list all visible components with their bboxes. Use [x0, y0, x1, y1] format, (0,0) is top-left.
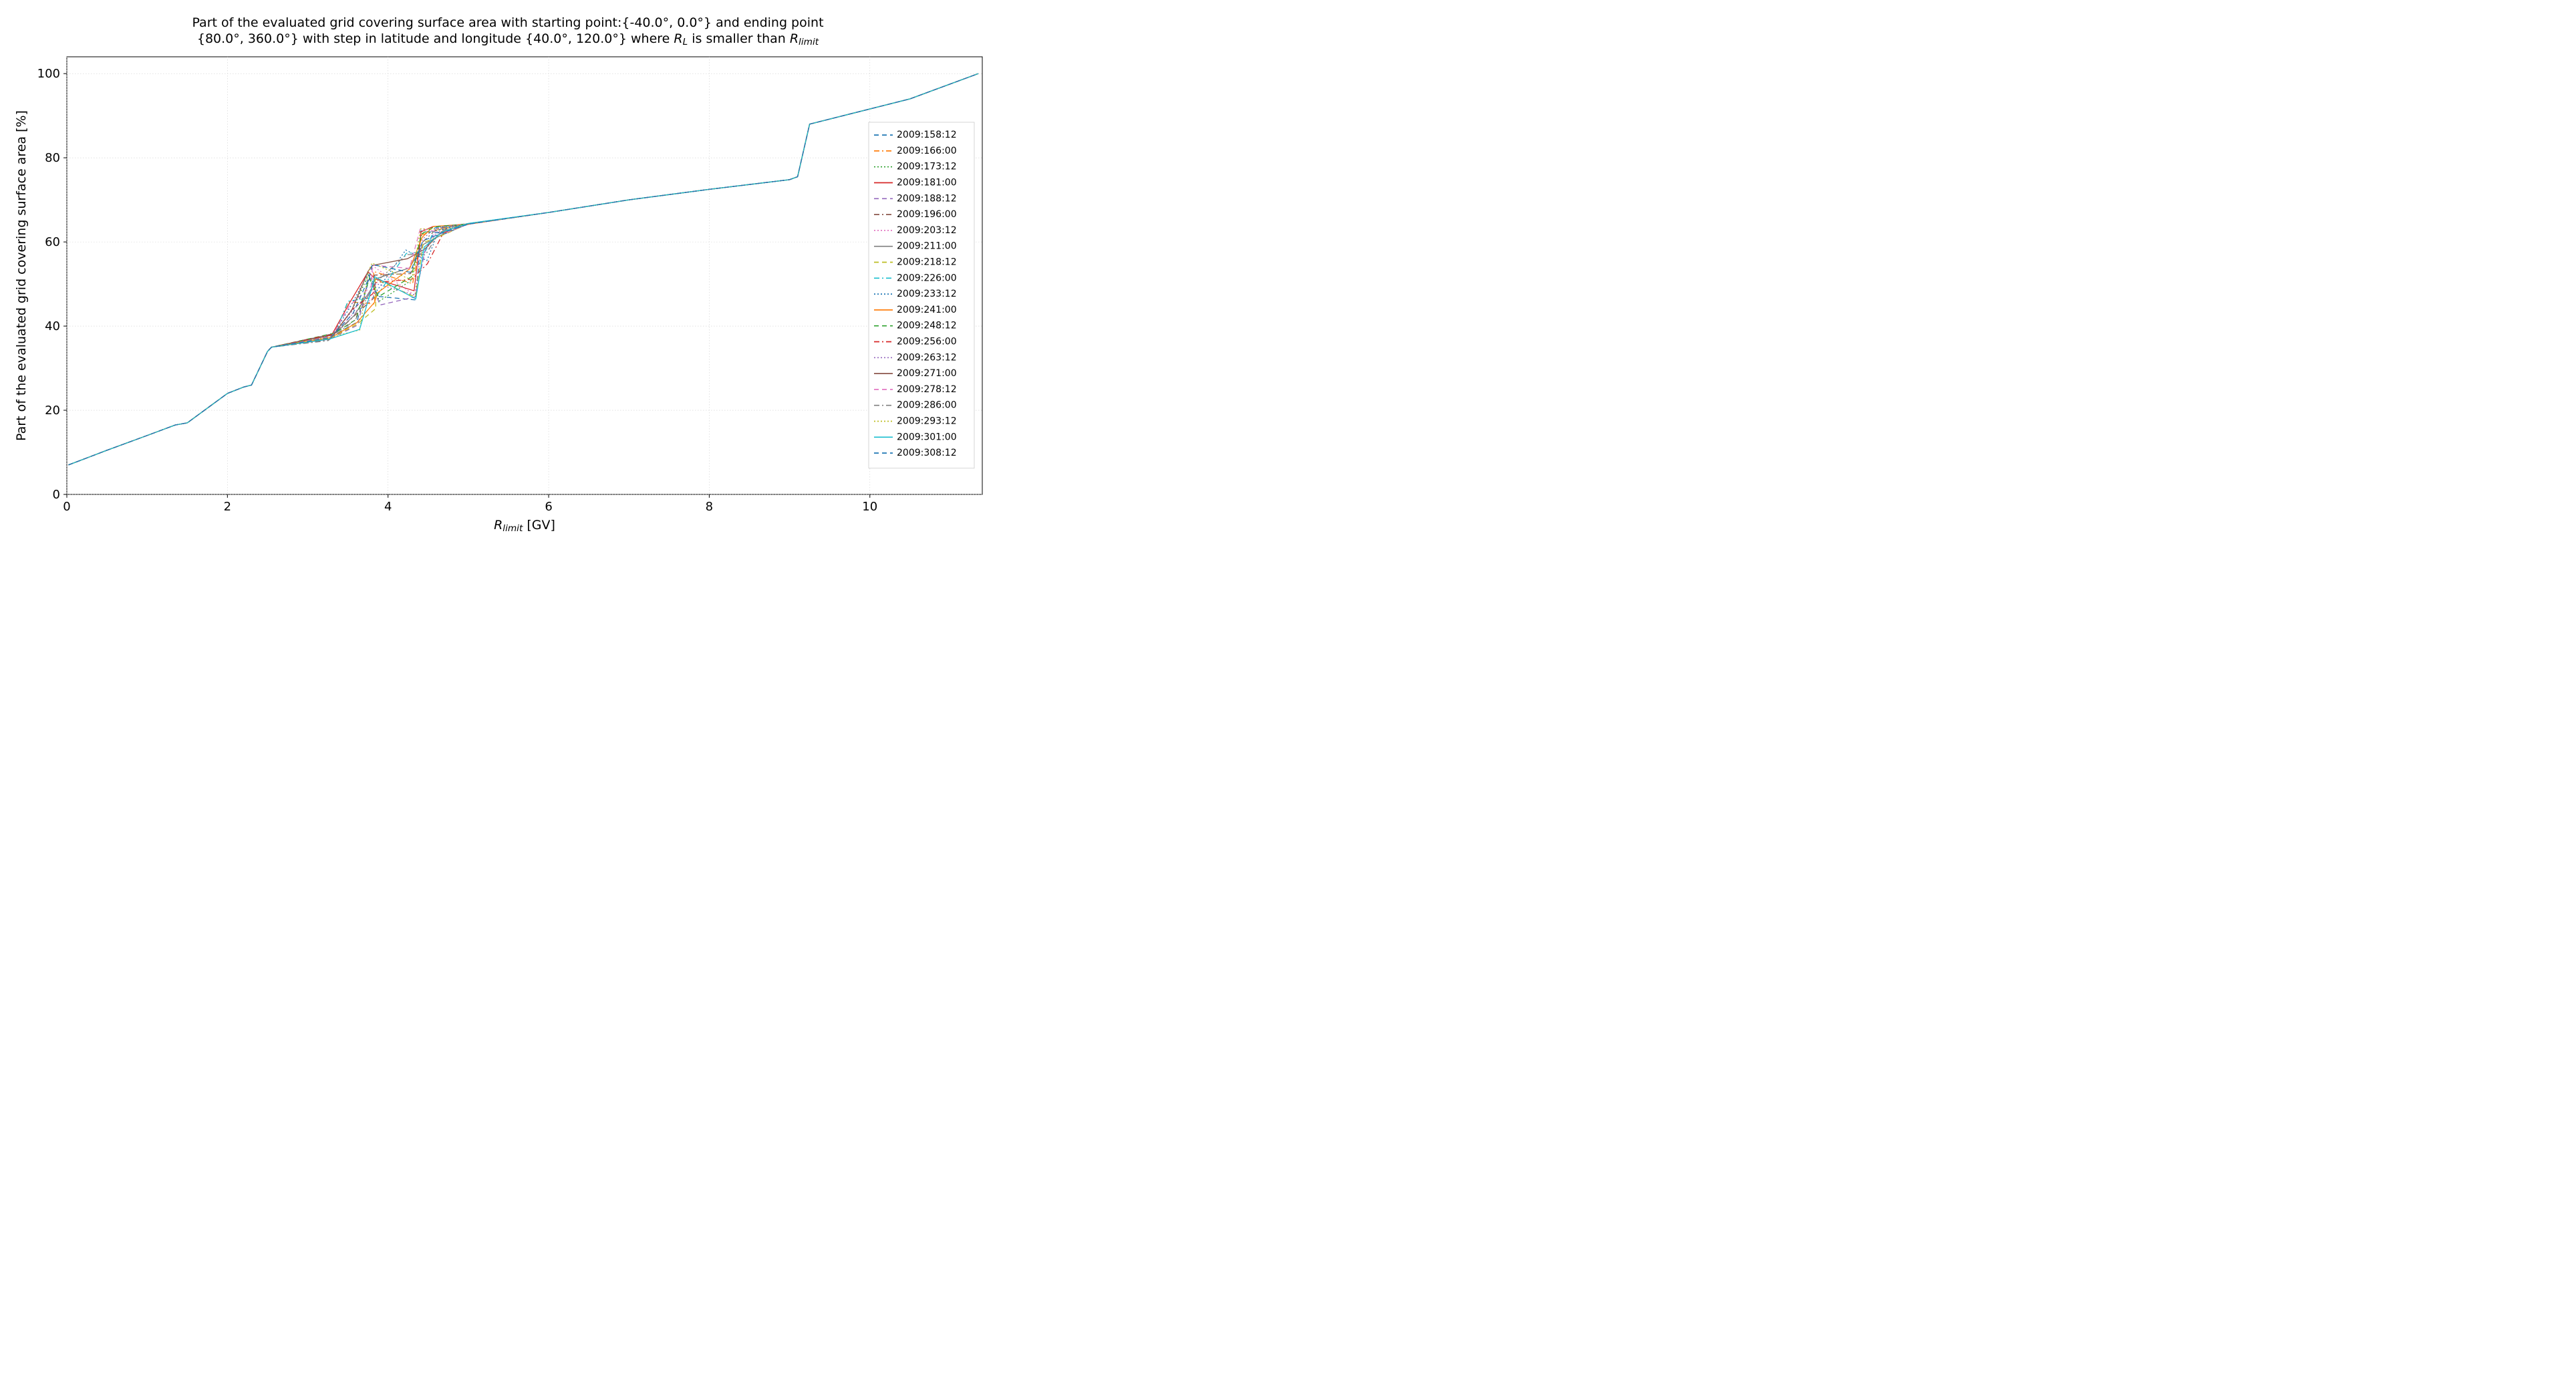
legend-label: 2009:196:00 — [897, 209, 957, 220]
svg-text:10: 10 — [862, 500, 877, 514]
grid — [67, 57, 982, 494]
legend-label: 2009:158:12 — [897, 130, 957, 140]
legend-label: 2009:308:12 — [897, 448, 957, 458]
legend-label: 2009:271:00 — [897, 368, 957, 379]
series-line — [68, 73, 978, 465]
legend-label: 2009:241:00 — [897, 305, 957, 315]
svg-text:8: 8 — [706, 500, 713, 514]
legend-label: 2009:226:00 — [897, 273, 957, 283]
legend-label: 2009:301:00 — [897, 432, 957, 442]
series-line — [68, 73, 978, 465]
series-line — [68, 73, 978, 465]
chart-title-line1: Part of the evaluated grid covering surf… — [192, 15, 823, 30]
svg-text:60: 60 — [45, 235, 60, 249]
series-line — [68, 73, 978, 465]
legend-label: 2009:211:00 — [897, 241, 957, 252]
legend-label: 2009:248:12 — [897, 321, 957, 331]
legend-label: 2009:166:00 — [897, 146, 957, 156]
series-line — [68, 73, 978, 465]
series-line — [68, 73, 978, 465]
series-line — [68, 73, 978, 465]
chart-title-line2: {80.0°, 360.0°} with step in latitude an… — [197, 31, 819, 47]
plot-area — [67, 57, 982, 494]
legend-label: 2009:181:00 — [897, 177, 957, 188]
svg-text:20: 20 — [45, 404, 60, 418]
legend-label: 2009:188:12 — [897, 193, 957, 204]
svg-text:100: 100 — [37, 67, 60, 81]
series-group — [68, 73, 978, 465]
series-line — [68, 73, 978, 465]
x-tick-labels: 0 2 4 6 8 10 — [63, 500, 877, 514]
series-line — [68, 73, 978, 465]
legend: 2009:158:12 2009:166:00 2009:173:12 2009:18… — [869, 122, 974, 468]
series-line — [68, 73, 978, 465]
series-line — [68, 73, 978, 465]
series-line — [68, 73, 978, 465]
svg-text:0: 0 — [53, 488, 60, 502]
y-axis-label: Part of the evaluated grid covering surf… — [14, 110, 29, 441]
legend-label: 2009:256:00 — [897, 336, 957, 347]
svg-text:4: 4 — [384, 500, 392, 514]
legend-label: 2009:263:12 — [897, 352, 957, 363]
legend-label: 2009:218:12 — [897, 257, 957, 267]
series-line — [68, 73, 978, 465]
legend-label: 2009:173:12 — [897, 162, 957, 172]
series-line — [68, 73, 978, 465]
x-axis-label: Rlimit [GV] — [494, 518, 555, 534]
series-line — [68, 73, 978, 465]
svg-text:6: 6 — [545, 500, 552, 514]
series-line — [68, 73, 978, 465]
tick-marks — [63, 73, 870, 498]
series-line — [68, 73, 978, 465]
legend-label: 2009:203:12 — [897, 225, 957, 236]
series-line — [68, 73, 978, 465]
legend-label: 2009:286:00 — [897, 400, 957, 411]
svg-text:2: 2 — [224, 500, 231, 514]
svg-text:0: 0 — [63, 500, 70, 514]
svg-text:40: 40 — [45, 319, 60, 333]
series-line — [68, 73, 978, 465]
legend-label: 2009:233:12 — [897, 289, 957, 299]
svg-text:80: 80 — [45, 151, 60, 165]
y-tick-labels: 0 20 40 60 80 100 — [37, 67, 60, 502]
series-line — [68, 73, 978, 465]
legend-label: 2009:278:12 — [897, 384, 957, 395]
legend-label: 2009:293:12 — [897, 416, 957, 426]
series-line — [68, 73, 978, 465]
